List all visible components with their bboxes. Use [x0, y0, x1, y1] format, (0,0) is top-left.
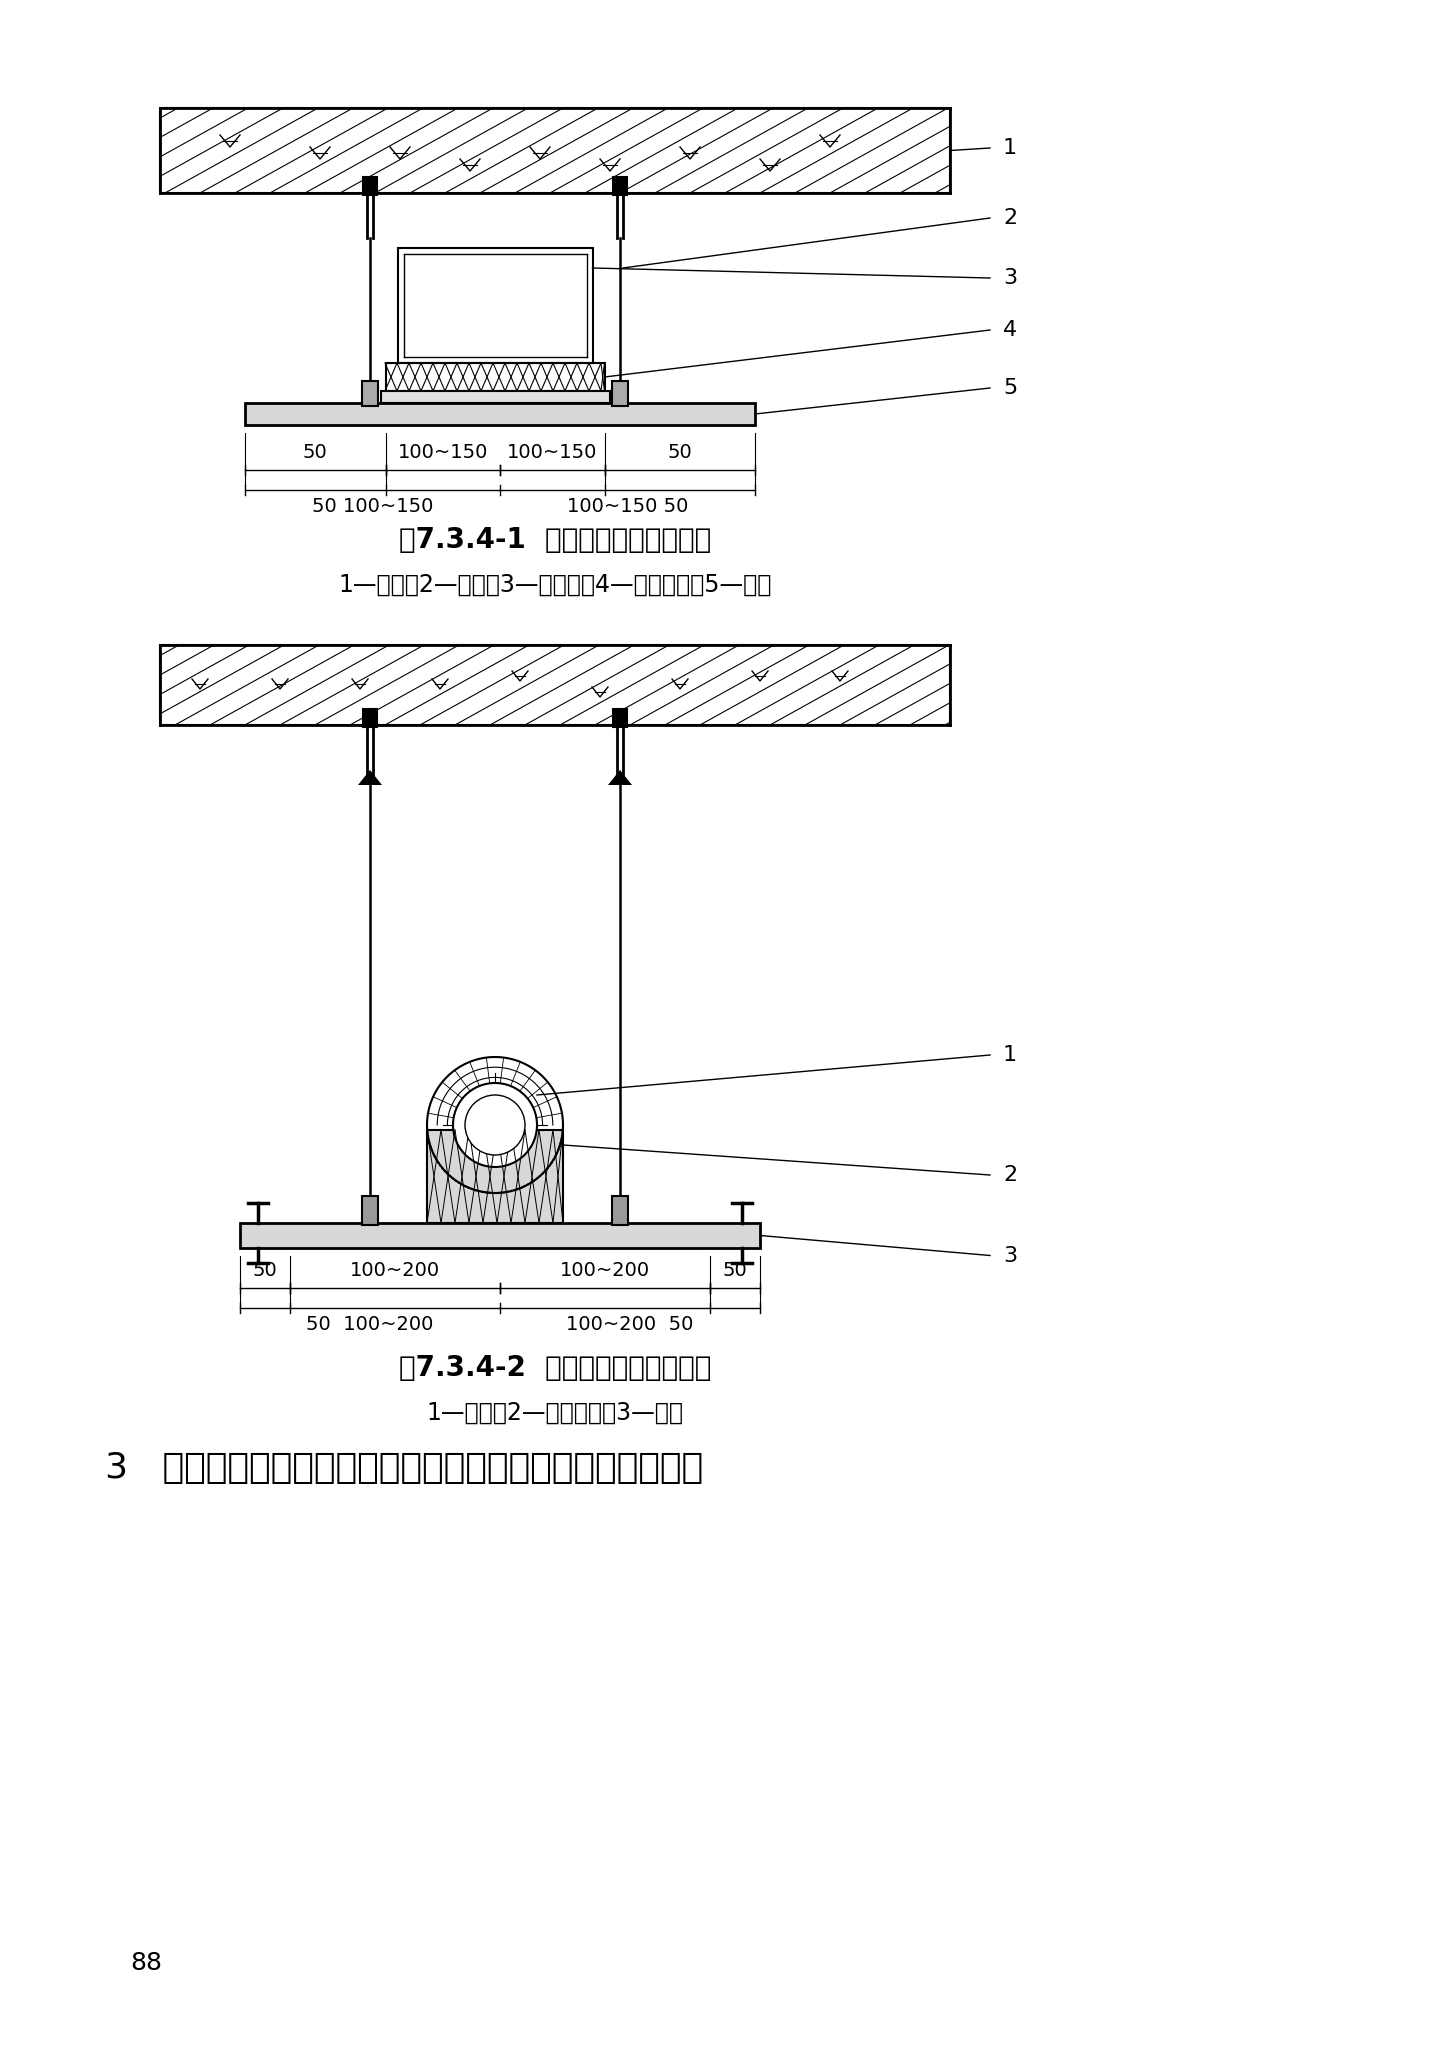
Bar: [381, 391, 610, 403]
Text: 88: 88: [130, 1952, 162, 1974]
Bar: [611, 1196, 629, 1225]
Bar: [241, 1223, 760, 1247]
Bar: [613, 709, 627, 727]
Bar: [613, 176, 627, 195]
Bar: [245, 403, 755, 426]
Bar: [427, 1130, 563, 1223]
Circle shape: [465, 1096, 526, 1155]
Text: 50  100~200: 50 100~200: [306, 1315, 434, 1333]
Text: 100~150: 100~150: [507, 442, 597, 461]
Text: 图7.3.4-1  风管横担预留长度示意: 图7.3.4-1 风管横担预留长度示意: [400, 526, 712, 555]
Text: 100~150 50: 100~150 50: [567, 496, 689, 516]
Text: 100~200: 100~200: [560, 1260, 650, 1280]
Bar: [385, 362, 604, 391]
Text: 3: 3: [1002, 268, 1017, 289]
Bar: [362, 176, 377, 195]
Bar: [398, 248, 593, 362]
Text: 1: 1: [1002, 137, 1017, 158]
Text: 50: 50: [252, 1260, 278, 1280]
Text: 50 100~150: 50 100~150: [312, 496, 434, 516]
Polygon shape: [609, 770, 632, 784]
Bar: [611, 381, 629, 406]
Text: 50: 50: [304, 442, 328, 461]
Text: 100~200: 100~200: [349, 1260, 440, 1280]
Polygon shape: [358, 770, 382, 784]
Text: 4: 4: [1002, 319, 1017, 340]
Text: 100~200  50: 100~200 50: [566, 1315, 693, 1333]
Text: 100~150: 100~150: [398, 442, 488, 461]
Text: 50: 50: [667, 442, 692, 461]
Text: 1—楼板；2—风管；3—保温层；4—隔热木托；5—横担: 1—楼板；2—风管；3—保温层；4—隔热木托；5—横担: [338, 573, 772, 598]
Text: 图7.3.4-2  水管横担预留长度示意: 图7.3.4-2 水管横担预留长度示意: [400, 1354, 712, 1382]
Bar: [160, 645, 949, 725]
Bar: [362, 709, 377, 727]
Circle shape: [453, 1083, 537, 1167]
Bar: [362, 1196, 378, 1225]
Text: 2: 2: [1002, 209, 1017, 227]
Text: 1: 1: [1002, 1044, 1017, 1065]
Text: 5: 5: [1002, 379, 1017, 397]
Bar: [362, 381, 378, 406]
Text: 2: 2: [1002, 1165, 1017, 1186]
Bar: [160, 109, 949, 193]
Text: 3   有绝热层的吊环，应按保温厚度计算；采用扁钢或圆钢制: 3 有绝热层的吊环，应按保温厚度计算；采用扁钢或圆钢制: [105, 1450, 703, 1485]
Text: 50: 50: [723, 1260, 748, 1280]
Text: 3: 3: [1002, 1245, 1017, 1266]
Text: 1—水管；2—隔热木托；3—横担: 1—水管；2—隔热木托；3—横担: [427, 1401, 683, 1425]
